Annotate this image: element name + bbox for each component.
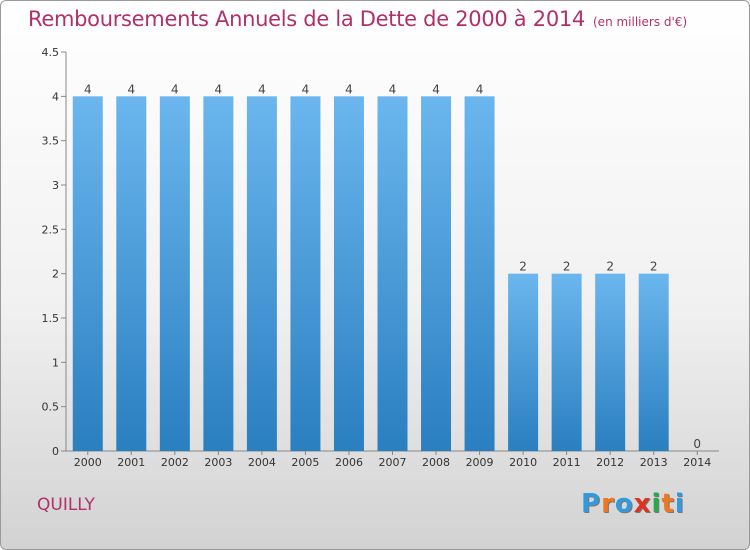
bar bbox=[203, 96, 234, 451]
x-tick-label: 2004 bbox=[248, 456, 276, 469]
data-label: 4 bbox=[127, 82, 135, 96]
logo-letter: r bbox=[601, 489, 615, 519]
data-label: 2 bbox=[563, 260, 571, 274]
y-tick-label: 3.5 bbox=[42, 135, 60, 148]
data-label: 4 bbox=[432, 82, 440, 96]
y-tick-label: 4.5 bbox=[42, 46, 60, 59]
x-tick-label: 2005 bbox=[291, 456, 319, 469]
x-tick-label: 2002 bbox=[161, 456, 189, 469]
data-label: 4 bbox=[345, 82, 353, 96]
chart-unit: (en milliers d'€) bbox=[593, 15, 688, 29]
x-tick-label: 2009 bbox=[466, 456, 494, 469]
y-tick-label: 1 bbox=[52, 356, 59, 369]
data-label: 4 bbox=[258, 82, 266, 96]
commune-name: QUILLY bbox=[37, 495, 95, 515]
logo-letter: P bbox=[581, 489, 602, 519]
x-tick-label: 2006 bbox=[335, 456, 363, 469]
logo-letter: i bbox=[674, 489, 685, 519]
data-label: 2 bbox=[606, 260, 614, 274]
data-label: 2 bbox=[519, 260, 527, 274]
y-tick-label: 3 bbox=[52, 179, 59, 192]
x-tick-label: 2011 bbox=[553, 456, 581, 469]
x-tick-label: 2007 bbox=[379, 456, 407, 469]
data-label: 4 bbox=[476, 82, 484, 96]
proxiti-logo: Proxiti bbox=[581, 489, 685, 519]
data-label: 0 bbox=[693, 437, 701, 451]
bar bbox=[638, 273, 669, 451]
bar bbox=[551, 273, 582, 451]
bar bbox=[246, 96, 277, 451]
bar bbox=[508, 273, 539, 451]
logo-letter: i bbox=[651, 489, 662, 519]
x-tick-label: 2014 bbox=[683, 456, 711, 469]
y-tick-label: 2 bbox=[52, 268, 59, 281]
bar bbox=[421, 96, 452, 451]
logo-letter: t bbox=[661, 489, 675, 519]
x-tick-label: 2000 bbox=[74, 456, 102, 469]
y-tick-label: 2.5 bbox=[42, 223, 60, 236]
data-label: 4 bbox=[302, 82, 310, 96]
x-tick-label: 2008 bbox=[422, 456, 450, 469]
logo-letter: o bbox=[614, 489, 634, 519]
y-tick-label: 1.5 bbox=[42, 312, 60, 325]
bar bbox=[333, 96, 364, 451]
bar bbox=[290, 96, 321, 451]
data-label: 4 bbox=[215, 82, 223, 96]
data-label: 4 bbox=[84, 82, 92, 96]
bar bbox=[377, 96, 408, 451]
bar bbox=[159, 96, 190, 451]
bar bbox=[464, 96, 495, 451]
y-tick-label: 4 bbox=[52, 90, 59, 103]
data-label: 4 bbox=[171, 82, 179, 96]
y-tick-label: 0.5 bbox=[42, 401, 60, 414]
bar bbox=[595, 273, 626, 451]
data-label: 2 bbox=[650, 260, 658, 274]
y-tick-label: 0 bbox=[52, 445, 59, 458]
x-tick-label: 2010 bbox=[509, 456, 537, 469]
x-tick-label: 2013 bbox=[640, 456, 668, 469]
data-label: 4 bbox=[389, 82, 397, 96]
logo-letter: x bbox=[633, 489, 652, 519]
chart-title-text: Remboursements Annuels de la Dette de 20… bbox=[28, 7, 585, 31]
bar bbox=[116, 96, 147, 451]
bar bbox=[72, 96, 103, 451]
chart-title: Remboursements Annuels de la Dette de 20… bbox=[28, 7, 687, 31]
x-tick-label: 2001 bbox=[117, 456, 145, 469]
x-tick-label: 2003 bbox=[204, 456, 232, 469]
x-tick-label: 2012 bbox=[596, 456, 624, 469]
